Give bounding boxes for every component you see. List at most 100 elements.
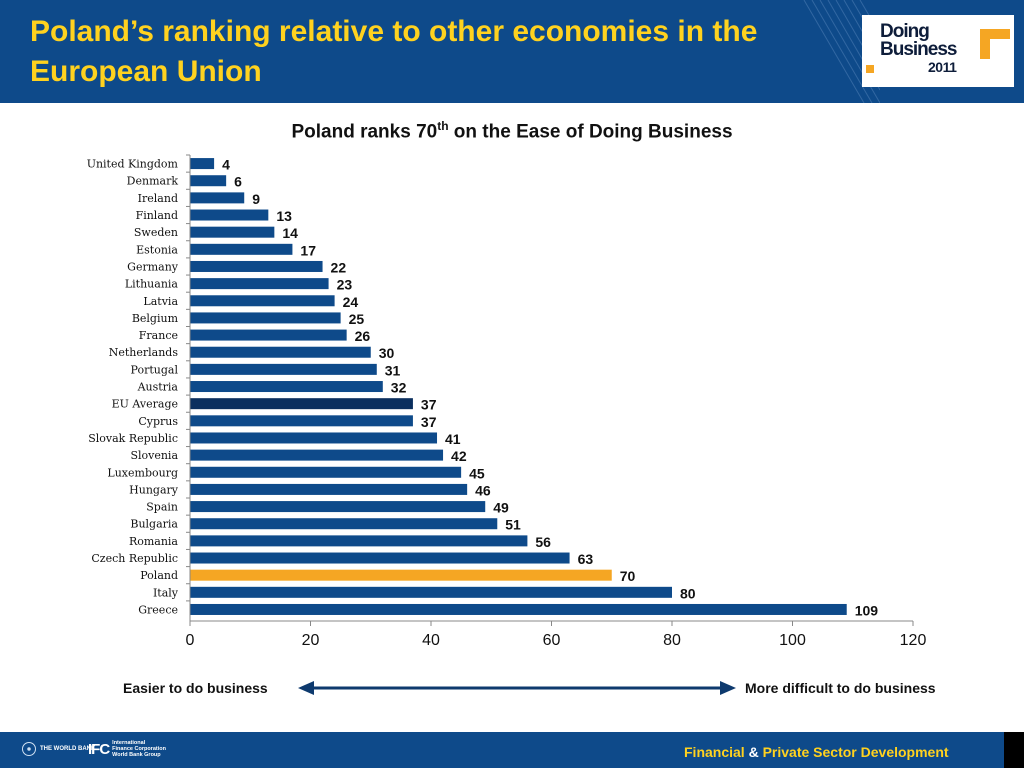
data-label: 30 xyxy=(379,345,395,361)
bar-finland xyxy=(190,209,269,221)
more-difficult-label: More difficult to do business xyxy=(745,680,936,696)
data-label: 22 xyxy=(331,259,347,275)
bar-sweden xyxy=(190,226,275,238)
bar-hungary xyxy=(190,483,468,495)
x-tick-label: 20 xyxy=(302,632,320,649)
data-label: 24 xyxy=(343,294,359,310)
category-label: United Kingdom xyxy=(87,158,179,171)
x-tick-label: 40 xyxy=(422,632,440,649)
bar-greece xyxy=(190,603,847,615)
bar-ireland xyxy=(190,192,245,204)
bar-lithuania xyxy=(190,278,329,290)
data-label: 70 xyxy=(620,568,636,584)
footer-caption: Financial & Private Sector Development xyxy=(684,744,949,760)
category-label: Slovak Republic xyxy=(88,432,178,445)
category-label: Italy xyxy=(153,586,179,599)
data-label: 14 xyxy=(282,225,298,241)
bar-portugal xyxy=(190,363,377,375)
category-label: France xyxy=(139,329,178,342)
data-label: 41 xyxy=(445,431,461,447)
footer-corner xyxy=(1004,732,1024,768)
bar-slovak-republic xyxy=(190,432,438,444)
bar-france xyxy=(190,329,347,341)
bar-united-kingdom xyxy=(190,158,215,170)
category-label: Luxembourg xyxy=(107,466,178,479)
data-label: 37 xyxy=(421,414,437,430)
category-label: Finland xyxy=(136,209,178,222)
bar-germany xyxy=(190,260,323,272)
bar-chart: United Kingdom 4 Denmark 6 Ireland 9 Finland 13… xyxy=(87,154,927,649)
bar-denmark xyxy=(190,175,227,187)
data-label: 25 xyxy=(349,311,365,327)
logo-text: Doing Business xyxy=(880,21,957,60)
double-arrow-icon xyxy=(298,681,736,695)
globe-icon xyxy=(22,742,36,756)
bar-italy xyxy=(190,586,672,598)
data-label: 49 xyxy=(493,500,509,516)
data-label: 32 xyxy=(391,380,407,396)
data-label: 80 xyxy=(680,585,696,601)
footer-bar: THE WORLD BANK IFC International Finance… xyxy=(0,732,1024,768)
category-label: Poland xyxy=(140,569,178,582)
data-label: 45 xyxy=(469,465,485,481)
x-tick-label: 0 xyxy=(186,632,195,649)
doing-business-logo: Doing Business 2011 xyxy=(862,15,1014,87)
bar-spain xyxy=(190,501,486,513)
category-label: Germany xyxy=(127,260,179,273)
bar-cyprus xyxy=(190,415,413,427)
bar-bulgaria xyxy=(190,518,498,530)
bar-czech-republic xyxy=(190,552,570,564)
data-label: 9 xyxy=(252,191,260,207)
x-tick-label: 120 xyxy=(900,632,927,649)
data-label: 46 xyxy=(475,482,491,498)
data-label: 56 xyxy=(535,534,551,550)
data-label: 17 xyxy=(300,242,316,258)
ifc-logo: IFC International Finance Corporation Wo… xyxy=(88,740,166,758)
category-label: Romania xyxy=(129,535,178,548)
bar-austria xyxy=(190,381,383,393)
world-bank-logo: THE WORLD BANK xyxy=(22,742,95,756)
category-label: Latvia xyxy=(143,295,178,308)
data-label: 23 xyxy=(337,277,353,293)
data-label: 31 xyxy=(385,362,401,378)
data-label: 63 xyxy=(578,551,594,567)
category-label: Greece xyxy=(138,603,178,616)
bar-belgium xyxy=(190,312,341,324)
category-label: Hungary xyxy=(129,483,179,496)
category-label: Sweden xyxy=(134,226,178,239)
page-title: Poland’s ranking relative to other econo… xyxy=(30,15,758,88)
bar-latvia xyxy=(190,295,335,307)
data-label: 6 xyxy=(234,174,242,190)
category-label: Denmark xyxy=(127,175,179,188)
category-label: Slovenia xyxy=(130,449,178,462)
x-tick-label: 100 xyxy=(779,632,806,649)
category-label: Estonia xyxy=(136,243,178,256)
x-tick-label: 60 xyxy=(543,632,561,649)
category-label: EU Average xyxy=(112,398,178,411)
category-label: Czech Republic xyxy=(91,552,178,565)
data-label: 51 xyxy=(505,517,521,533)
category-label: Cyprus xyxy=(138,415,178,428)
category-label: Netherlands xyxy=(109,346,179,359)
category-label: Austria xyxy=(137,381,179,394)
data-label: 26 xyxy=(355,328,371,344)
bar-eu-average xyxy=(190,398,413,410)
easier-label: Easier to do business xyxy=(123,680,268,696)
bar-poland xyxy=(190,569,612,581)
data-label: 42 xyxy=(451,448,467,464)
bar-estonia xyxy=(190,243,293,255)
category-label: Lithuania xyxy=(125,278,179,291)
bar-netherlands xyxy=(190,346,371,358)
logo-year: 2011 xyxy=(928,59,957,75)
bar-luxembourg xyxy=(190,466,462,478)
category-label: Belgium xyxy=(132,312,179,325)
category-label: Ireland xyxy=(138,192,178,205)
data-label: 4 xyxy=(222,157,230,173)
x-tick-label: 80 xyxy=(663,632,681,649)
data-label: 37 xyxy=(421,397,437,413)
category-label: Bulgaria xyxy=(130,518,178,531)
category-label: Portugal xyxy=(131,363,179,376)
chart-title: Poland ranks 70th on the Ease of Doing B… xyxy=(291,119,733,143)
category-label: Spain xyxy=(146,501,178,514)
data-label: 109 xyxy=(855,602,879,618)
